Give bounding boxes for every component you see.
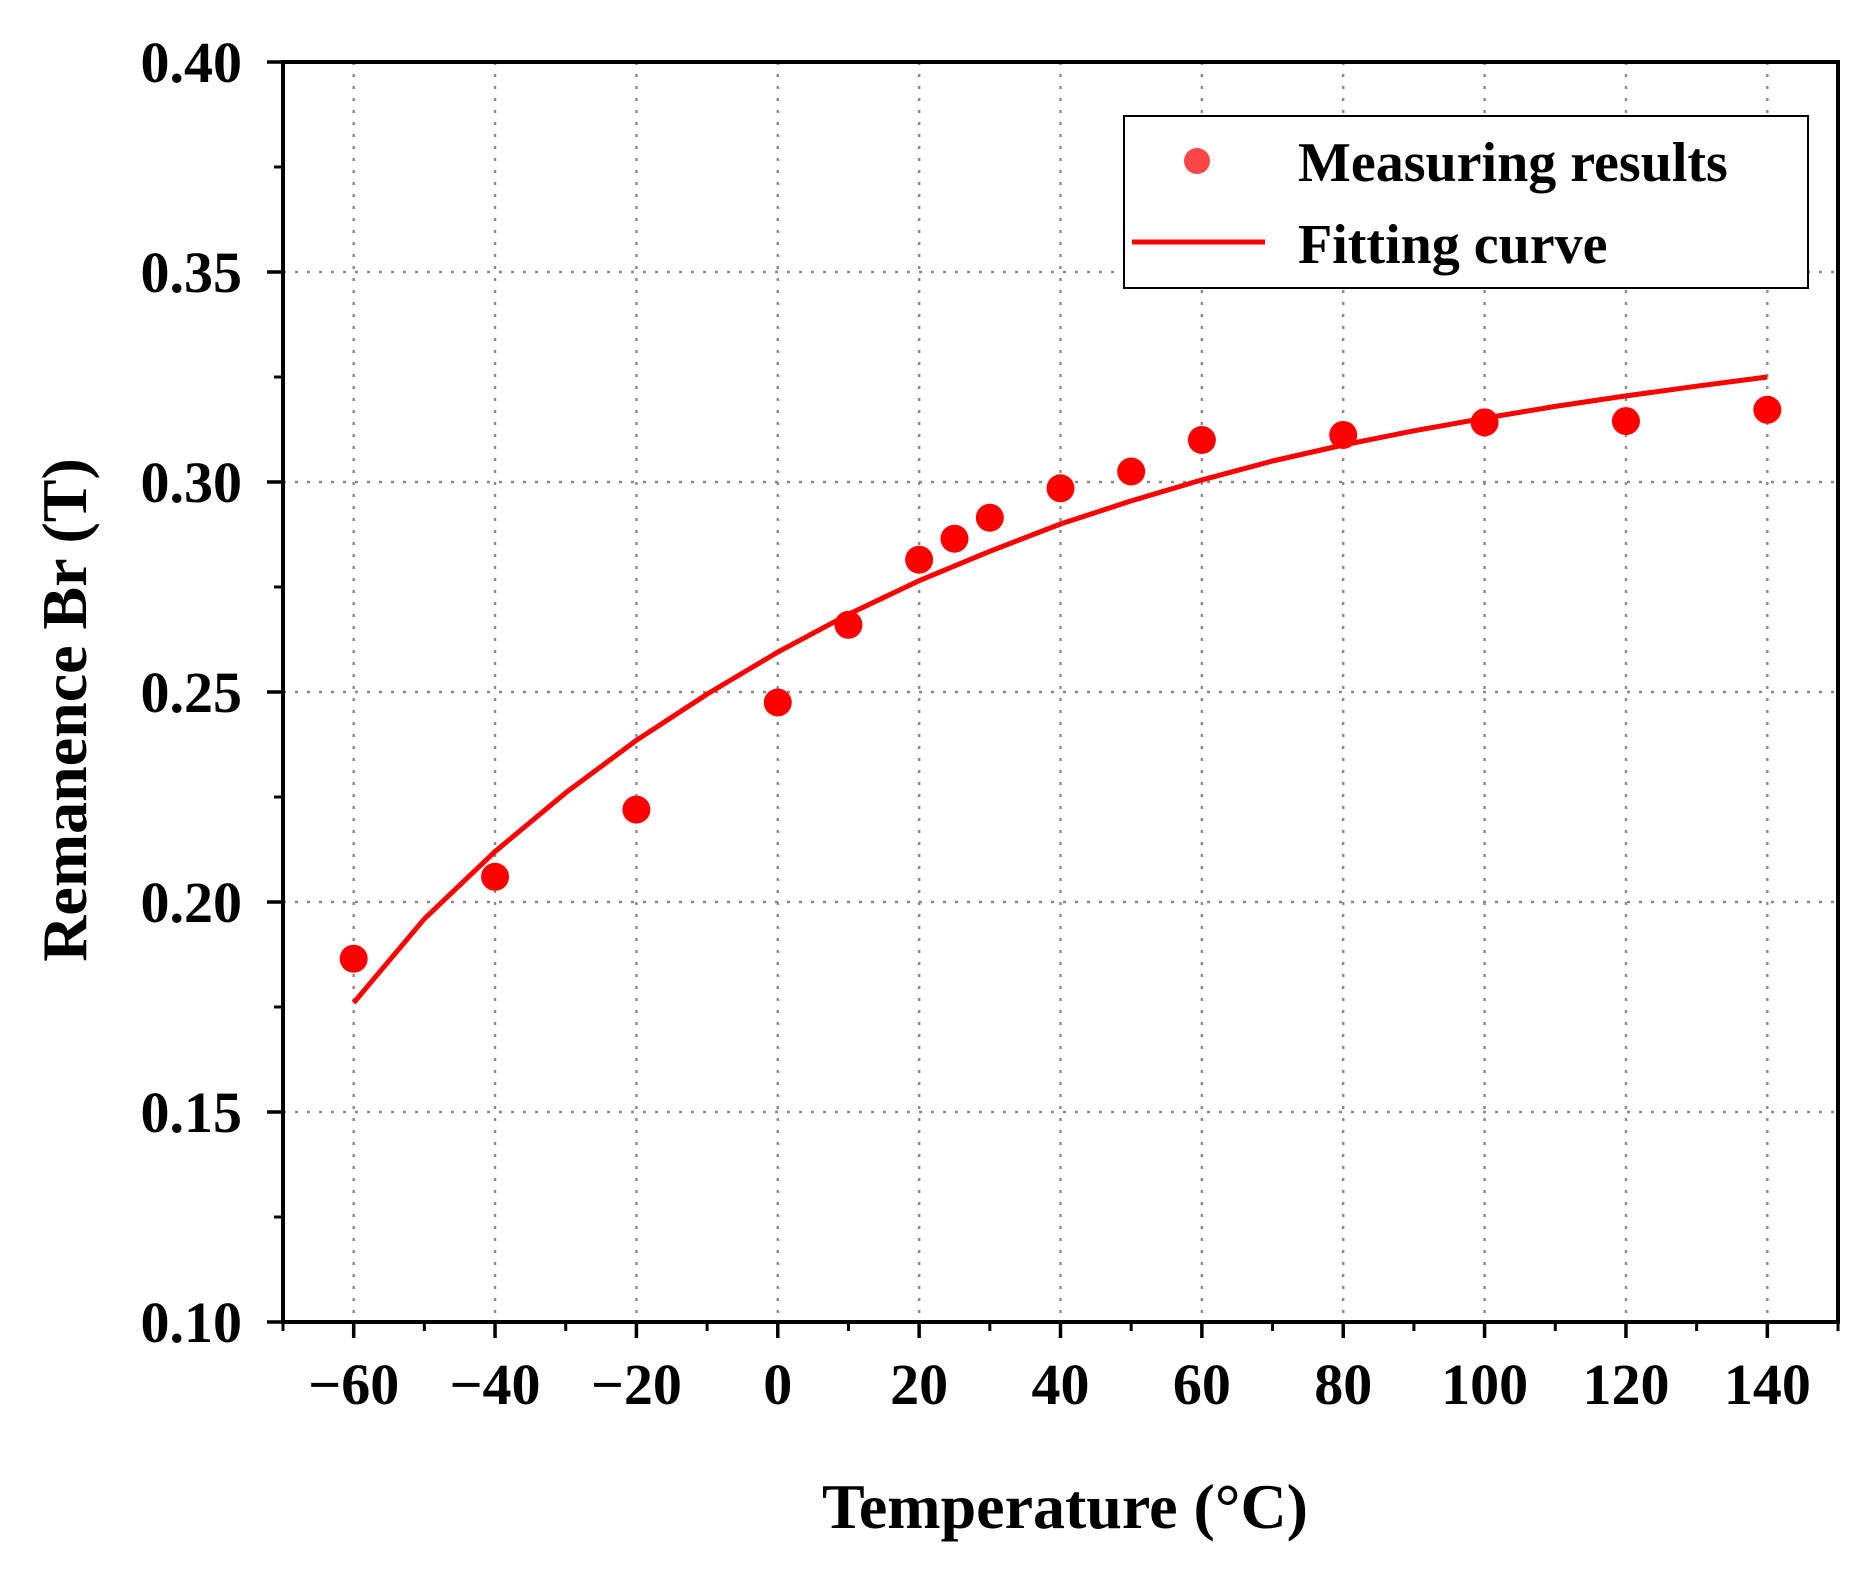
x-tick-label: 60 xyxy=(1173,1352,1231,1417)
data-point xyxy=(1046,474,1075,503)
data-point xyxy=(834,610,863,639)
legend-label-fitting: Fitting curve xyxy=(1298,214,1607,276)
x-tick-label: 0 xyxy=(763,1352,792,1417)
x-tick-labels: −60 −40 −20 0 20 40 60 80 100 120 140 xyxy=(308,1352,1811,1417)
data-point xyxy=(1117,457,1146,486)
data-point xyxy=(975,503,1004,532)
x-tick-label: 20 xyxy=(890,1352,948,1417)
x-tick-label: 100 xyxy=(1441,1352,1528,1417)
y-tick-label: 0.40 xyxy=(141,30,243,95)
y-tick-label: 0.10 xyxy=(141,1290,243,1355)
data-point xyxy=(763,688,792,717)
major-ticks xyxy=(267,60,1770,1338)
y-tick-label: 0.15 xyxy=(141,1080,243,1145)
series-layer xyxy=(339,374,1782,1005)
data-point xyxy=(940,524,969,553)
y-axis-title: Remanence Br (T) xyxy=(29,458,100,962)
x-tick-label: 80 xyxy=(1314,1352,1372,1417)
x-axis-title: Temperature (°C) xyxy=(822,1471,1308,1542)
x-tick-label: −40 xyxy=(450,1352,541,1417)
x-tick-label: 40 xyxy=(1032,1352,1090,1417)
legend-label-measuring: Measuring results xyxy=(1298,132,1728,194)
fitting-curve xyxy=(351,374,1768,1005)
y-tick-labels: 0.10 0.15 0.20 0.25 0.30 0.35 0.40 xyxy=(141,30,243,1355)
legend-marker-measuring xyxy=(1184,148,1210,174)
y-tick-label: 0.35 xyxy=(141,240,243,305)
x-tick-label: −60 xyxy=(308,1352,399,1417)
data-point xyxy=(1611,407,1640,436)
data-point xyxy=(1753,395,1782,424)
x-tick-label: 140 xyxy=(1724,1352,1811,1417)
plot-frame xyxy=(281,60,1840,1324)
legend-box xyxy=(1123,115,1809,289)
data-point xyxy=(1187,426,1216,454)
x-tick-label: −20 xyxy=(591,1352,682,1417)
data-point xyxy=(1470,408,1499,437)
data-point xyxy=(905,545,934,574)
data-point xyxy=(622,795,651,824)
x-tick-label: 120 xyxy=(1582,1352,1669,1417)
data-point xyxy=(339,944,368,973)
legend: Measuring results Fitting curve xyxy=(1123,115,1809,289)
y-tick-label: 0.25 xyxy=(141,660,243,725)
y-tick-label: 0.20 xyxy=(141,870,243,935)
data-point xyxy=(1329,420,1358,449)
data-point xyxy=(481,862,510,891)
y-tick-label: 0.30 xyxy=(141,450,243,515)
